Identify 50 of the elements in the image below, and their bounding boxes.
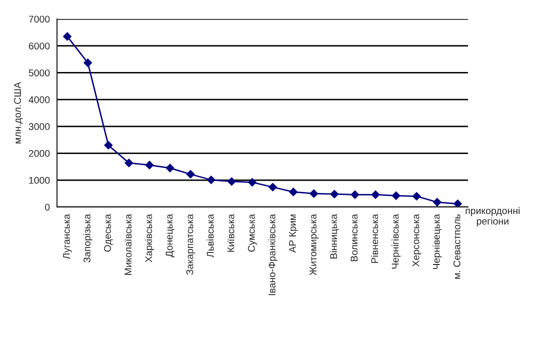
point bbox=[228, 177, 236, 186]
x-tick-label: Чернігівська bbox=[392, 214, 401, 269]
point bbox=[104, 141, 113, 150]
y-tick-label: 4000 bbox=[28, 96, 50, 104]
point bbox=[268, 182, 277, 192]
point bbox=[310, 189, 318, 198]
x-tick-label: Волинська bbox=[350, 214, 358, 262]
point bbox=[248, 178, 256, 186]
point bbox=[206, 176, 216, 184]
x-tick-label: Івано-Франківська bbox=[268, 214, 278, 296]
x-tick-label: Сумська bbox=[248, 214, 257, 252]
x-tick-label: АР Крим bbox=[289, 214, 298, 253]
point bbox=[412, 192, 421, 200]
x-tick-label: Харківська bbox=[144, 214, 154, 262]
y-tick-label: 2000 bbox=[28, 150, 50, 157]
y-tick-label: 0 bbox=[45, 204, 50, 211]
point bbox=[392, 192, 400, 200]
y-tick-label: 1000 bbox=[29, 176, 50, 184]
x-tick-label: Закарпатська bbox=[186, 214, 196, 275]
y-tick-label: 5000 bbox=[28, 69, 50, 76]
point bbox=[433, 198, 442, 206]
x-tick-label: Луганська bbox=[63, 214, 72, 260]
x-tick-label: Херсонська bbox=[412, 214, 422, 267]
point bbox=[454, 200, 462, 207]
x-tick-label: Вінницька bbox=[330, 214, 339, 258]
point bbox=[166, 164, 174, 172]
point bbox=[84, 58, 92, 67]
y-axis-title: млн.дол.США bbox=[14, 82, 23, 144]
x-axis-title: прикордонні регіони bbox=[466, 207, 520, 227]
point bbox=[145, 160, 154, 170]
x-tick-label: Миколаївська bbox=[124, 214, 132, 275]
point bbox=[63, 32, 72, 41]
x-tick-label: Київська bbox=[228, 214, 234, 252]
x-tick-label: Запорізька bbox=[83, 214, 92, 263]
x-tick-label: Донецька bbox=[166, 214, 174, 258]
y-tick-label: 3000 bbox=[28, 123, 50, 130]
x-tick-label: м. Севастполь bbox=[453, 214, 460, 279]
x-tick-label: Чернівецька bbox=[432, 214, 442, 269]
x-tick-label: Рівненська bbox=[370, 214, 378, 263]
point bbox=[350, 190, 360, 199]
y-tick-label: 6000 bbox=[28, 42, 50, 50]
point bbox=[371, 190, 380, 199]
x-tick-label: Одеська bbox=[104, 214, 113, 252]
point bbox=[186, 170, 195, 178]
point bbox=[289, 188, 298, 196]
point bbox=[330, 190, 339, 198]
y-tick-label: 7000 bbox=[28, 16, 50, 23]
x-tick-label: Львівська bbox=[206, 214, 214, 258]
point bbox=[124, 158, 134, 168]
x-tick-label: Житомирська bbox=[310, 214, 318, 276]
